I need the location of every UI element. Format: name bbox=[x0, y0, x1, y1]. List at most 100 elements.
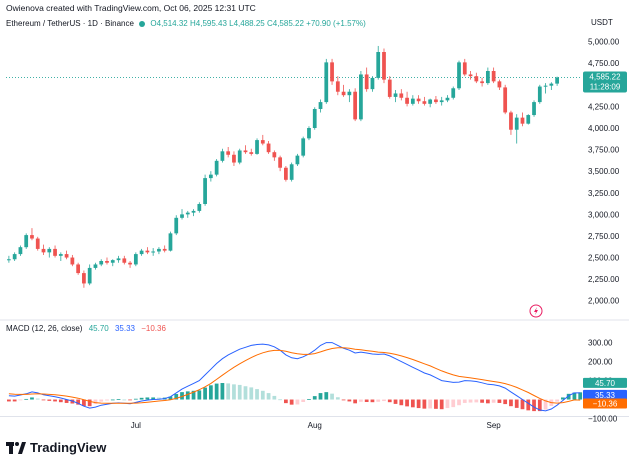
price-tick-label: 3,750.00 bbox=[588, 146, 620, 155]
macd-histogram-bar bbox=[53, 399, 57, 402]
candle-body bbox=[341, 91, 346, 96]
macd-histogram-bar bbox=[520, 399, 525, 410]
candle-body bbox=[491, 71, 496, 82]
candle-body bbox=[266, 143, 271, 153]
candle-body bbox=[324, 62, 329, 103]
macd-histogram-bar bbox=[64, 399, 69, 403]
macd-histogram-bar bbox=[197, 390, 202, 400]
macd-histogram-bar bbox=[480, 399, 484, 403]
macd-histogram-bar bbox=[237, 384, 242, 400]
macd-histogram-bar bbox=[289, 399, 294, 405]
currency-label[interactable]: USDT bbox=[591, 18, 613, 27]
candle-body bbox=[139, 250, 144, 255]
candle-body bbox=[255, 140, 259, 154]
macd-histogram-bar bbox=[272, 395, 277, 400]
macd-histogram-bar bbox=[116, 399, 121, 400]
candle-body bbox=[399, 93, 404, 98]
macd-histogram-bar bbox=[307, 399, 311, 400]
candle-body bbox=[434, 99, 438, 103]
price-tick-label: 4,750.00 bbox=[588, 59, 620, 68]
macd-histogram-bar bbox=[41, 399, 46, 401]
candle-body bbox=[93, 264, 98, 268]
macd-histogram-bar bbox=[399, 399, 404, 406]
macd-histogram-bar bbox=[451, 399, 456, 408]
candle-body bbox=[249, 152, 254, 154]
candle-body bbox=[116, 258, 121, 261]
macd-histogram-bar bbox=[122, 399, 127, 401]
macd-histogram-bar bbox=[405, 399, 409, 407]
macd-histogram-bar bbox=[139, 397, 144, 400]
candle-body bbox=[307, 128, 311, 139]
macd-histogram-bar bbox=[93, 399, 98, 405]
macd-histogram-bar bbox=[145, 397, 150, 400]
macd-histogram-bar bbox=[87, 399, 92, 407]
macd-histogram-bar bbox=[24, 398, 29, 400]
macd-badge-macd-label: 35.33 bbox=[595, 391, 616, 400]
candle-body bbox=[7, 259, 11, 261]
macd-histogram-bar bbox=[370, 399, 375, 403]
macd-histogram-bar bbox=[312, 396, 317, 400]
signal-line bbox=[8, 347, 581, 404]
macd-histogram-bar bbox=[278, 399, 282, 401]
price-tick-label: 3,000.00 bbox=[588, 210, 620, 219]
macd-histogram-bar bbox=[174, 394, 179, 400]
macd-histogram-bar bbox=[7, 399, 11, 402]
candle-body bbox=[370, 77, 375, 90]
macd-histogram-bar bbox=[128, 399, 132, 401]
candle-body bbox=[284, 167, 288, 180]
macd-histogram-bar bbox=[249, 387, 254, 400]
candle-body bbox=[422, 101, 427, 104]
symbol-name[interactable]: Ethereum / TetherUS · 1D · Binance bbox=[6, 19, 134, 28]
candle-body bbox=[122, 258, 127, 263]
macd-label[interactable]: MACD (12, 26, close) bbox=[6, 324, 83, 333]
low-value: L4,488.25 bbox=[229, 19, 265, 28]
candle-body bbox=[128, 262, 132, 265]
macd-badge-macd bbox=[583, 389, 627, 400]
macd-histogram-bar bbox=[99, 399, 104, 402]
macd-badge-hist-label: 45.70 bbox=[595, 379, 616, 388]
price-tick-label: 2,250.00 bbox=[588, 275, 620, 284]
macd-histogram-bar bbox=[445, 399, 450, 409]
candle-body bbox=[12, 254, 17, 260]
macd-histogram-bar bbox=[35, 398, 40, 400]
tradingview-logo-icon bbox=[6, 441, 26, 454]
event-marker-icon bbox=[529, 304, 543, 318]
candle-body bbox=[157, 248, 161, 252]
macd-histogram-bar bbox=[82, 399, 86, 406]
macd-histogram-bar bbox=[58, 399, 63, 403]
candle-body bbox=[76, 264, 81, 274]
macd-histogram-bar bbox=[341, 399, 346, 401]
candle-body bbox=[278, 157, 282, 168]
candle-body bbox=[151, 251, 156, 253]
symbol-legend[interactable]: Ethereum / TetherUS · 1D · Binance O4,51… bbox=[6, 19, 366, 28]
macd-histogram-bar bbox=[387, 399, 392, 403]
macd-histogram-bar bbox=[168, 396, 173, 400]
macd-histogram-bar bbox=[503, 399, 508, 405]
price-tick-label: 4,250.00 bbox=[588, 102, 620, 111]
candle-body bbox=[445, 97, 450, 101]
price-tick-label: 3,250.00 bbox=[588, 189, 620, 198]
candle-body bbox=[514, 117, 519, 130]
candle-body bbox=[272, 152, 277, 158]
macd-histogram-bar bbox=[543, 399, 548, 410]
price-tick-label: 5,000.00 bbox=[588, 38, 620, 47]
macd-badge-signal bbox=[583, 398, 627, 409]
candle-body bbox=[555, 77, 559, 84]
macd-histogram-bar bbox=[12, 399, 17, 402]
candle-body bbox=[162, 248, 167, 251]
price-tick-label: 2,750.00 bbox=[588, 232, 620, 241]
chart-caption: Owienova created with TradingView.com, O… bbox=[6, 3, 256, 13]
macd-histogram-bar bbox=[382, 399, 386, 402]
candle-body bbox=[526, 115, 531, 124]
candle-body bbox=[364, 74, 369, 90]
macd-histogram-bar bbox=[151, 397, 156, 400]
macd-histogram-bar bbox=[185, 391, 190, 400]
candle-body bbox=[18, 247, 23, 255]
candle-body bbox=[457, 62, 461, 89]
macd-legend[interactable]: MACD (12, 26, close) 45.70 35.33 −10.36 bbox=[6, 324, 166, 333]
candle-body bbox=[428, 99, 433, 104]
candle-body bbox=[214, 160, 219, 175]
candle-body bbox=[24, 235, 29, 248]
candle-body bbox=[330, 62, 334, 82]
